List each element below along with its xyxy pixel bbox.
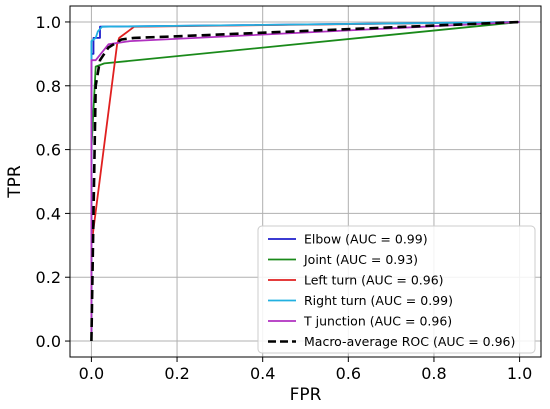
legend-box xyxy=(257,225,536,354)
y-tick-label: 0.0 xyxy=(36,332,61,351)
legend-label: Joint (AUC = 0.93) xyxy=(303,252,418,267)
legend-label: Elbow (AUC = 0.99) xyxy=(304,232,428,247)
x-tick-label: 0.0 xyxy=(79,364,104,383)
series-line-4 xyxy=(90,21,520,341)
series-line-5 xyxy=(90,20,520,342)
legend: Elbow (AUC = 0.99) Joint (AUC = 0.93) Left… xyxy=(257,225,536,354)
y-axis-label: TPR xyxy=(5,165,25,199)
y-tick-label: 0.8 xyxy=(36,77,61,96)
y-tick-label: 0.4 xyxy=(36,204,61,223)
y-tick-label: 0.2 xyxy=(36,268,61,287)
x-tick-label: 0.4 xyxy=(250,364,275,383)
legend-label: Left turn (AUC = 0.96) xyxy=(304,273,444,288)
tick-labels: 0.0 0.2 0.4 0.6 0.8 1.0 0.0 0.2 0.4 0.6 0.8 1.0 xyxy=(36,13,533,383)
legend-label: T junction (AUC = 0.96) xyxy=(303,314,452,329)
y-tick-label: 1.0 xyxy=(36,13,61,32)
plot-frame xyxy=(69,5,542,358)
x-tick-label: 0.6 xyxy=(336,364,361,383)
x-tick-label: 1.0 xyxy=(507,364,532,383)
y-tick-label: 0.6 xyxy=(36,141,61,160)
legend-label: Macro-average ROC (AUC = 0.96) xyxy=(304,334,515,349)
x-tick-label: 0.2 xyxy=(164,364,189,383)
x-axis-label: FPR xyxy=(290,385,322,405)
series-lines xyxy=(90,20,520,342)
grid xyxy=(70,6,541,357)
legend-label: Right turn (AUC = 0.99) xyxy=(304,293,453,308)
x-tick-label: 0.8 xyxy=(421,364,446,383)
